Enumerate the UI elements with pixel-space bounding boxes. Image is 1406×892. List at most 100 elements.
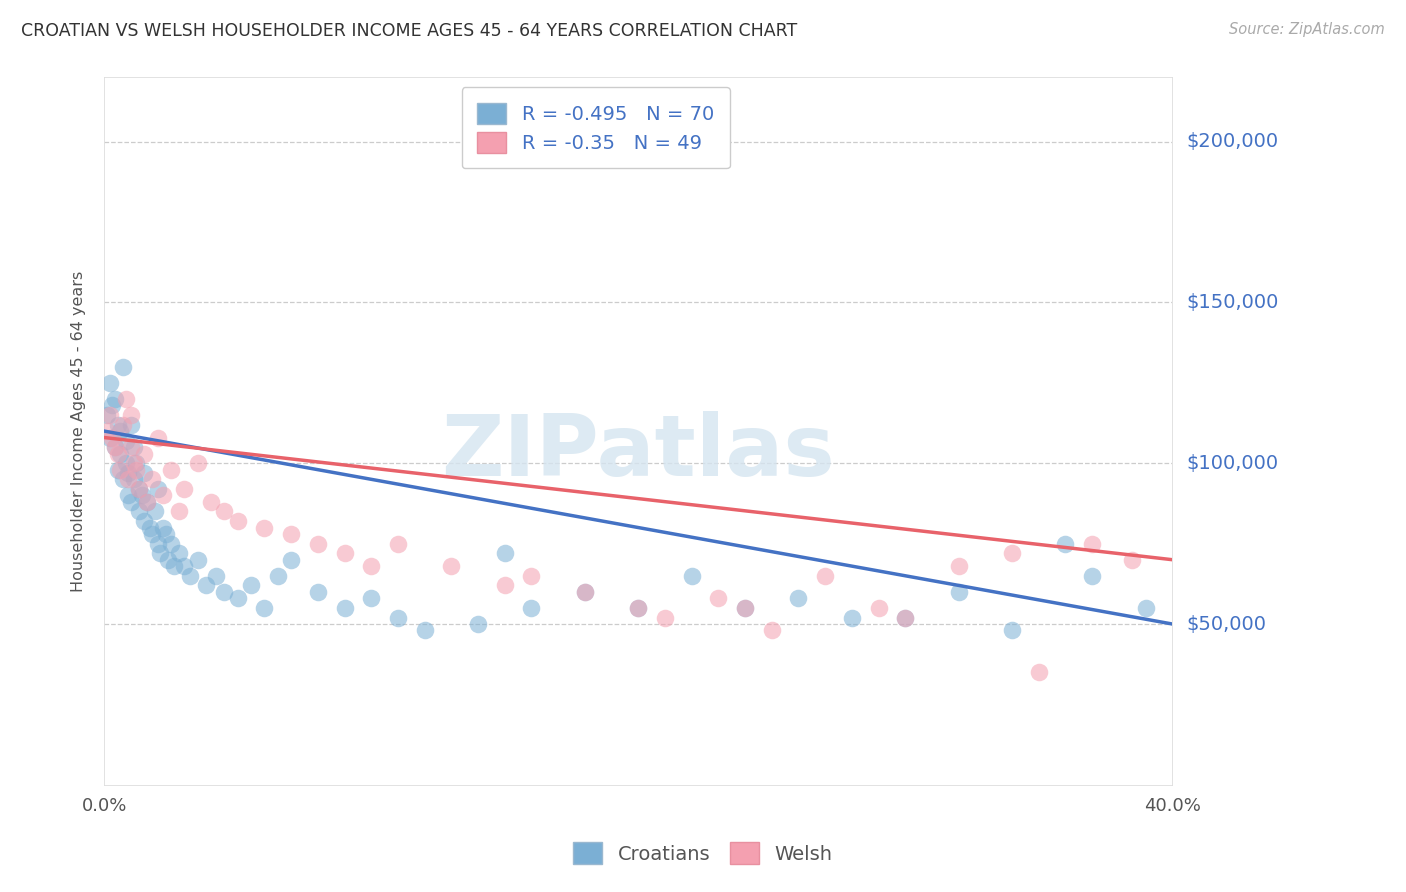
Point: [1001, 546, 1024, 560]
Point: [333, 601, 356, 615]
Point: [131, 488, 153, 502]
Point: [173, 482, 195, 496]
Point: [120, 495, 142, 509]
Point: [187, 456, 209, 470]
Point: [149, 546, 172, 560]
Point: [146, 536, 169, 550]
Point: [627, 601, 650, 615]
Point: [146, 431, 169, 445]
Point: [681, 568, 703, 582]
Point: [240, 578, 263, 592]
Point: [96, 424, 118, 438]
Point: [814, 568, 837, 582]
Point: [101, 398, 124, 412]
Point: [117, 488, 139, 502]
Text: $50,000: $50,000: [1187, 615, 1267, 633]
Point: [152, 520, 174, 534]
Point: [160, 463, 183, 477]
Point: [307, 585, 329, 599]
Point: [360, 591, 382, 606]
Point: [101, 431, 124, 445]
Point: [179, 568, 201, 582]
Point: [104, 440, 127, 454]
Point: [948, 585, 970, 599]
Point: [205, 568, 228, 582]
Point: [200, 495, 222, 509]
Point: [173, 559, 195, 574]
Point: [333, 546, 356, 560]
Point: [122, 440, 145, 454]
Point: [894, 610, 917, 624]
Point: [387, 536, 409, 550]
Point: [1028, 665, 1050, 680]
Text: $100,000: $100,000: [1187, 454, 1278, 473]
Point: [107, 417, 129, 432]
Point: [136, 495, 159, 509]
Text: $150,000: $150,000: [1187, 293, 1278, 312]
Point: [136, 495, 159, 509]
Point: [1081, 536, 1104, 550]
Point: [307, 536, 329, 550]
Point: [761, 624, 783, 638]
Point: [128, 482, 150, 496]
Point: [167, 546, 190, 560]
Point: [155, 527, 177, 541]
Point: [125, 456, 148, 470]
Point: [226, 514, 249, 528]
Point: [111, 472, 134, 486]
Point: [440, 559, 463, 574]
Point: [360, 559, 382, 574]
Point: [104, 440, 127, 454]
Point: [167, 504, 190, 518]
Point: [734, 601, 756, 615]
Point: [574, 585, 596, 599]
Point: [122, 472, 145, 486]
Point: [163, 559, 186, 574]
Point: [134, 447, 156, 461]
Point: [107, 463, 129, 477]
Point: [387, 610, 409, 624]
Point: [494, 578, 516, 592]
Point: [152, 488, 174, 502]
Point: [138, 520, 160, 534]
Point: [122, 456, 145, 470]
Point: [160, 536, 183, 550]
Point: [114, 392, 136, 406]
Point: [520, 568, 543, 582]
Point: [107, 447, 129, 461]
Point: [654, 610, 676, 624]
Point: [894, 610, 917, 624]
Point: [734, 601, 756, 615]
Point: [120, 417, 142, 432]
Point: [194, 578, 217, 592]
Point: [253, 520, 276, 534]
Point: [98, 408, 121, 422]
Point: [253, 601, 276, 615]
Point: [280, 552, 302, 566]
Text: Source: ZipAtlas.com: Source: ZipAtlas.com: [1229, 22, 1385, 37]
Point: [114, 456, 136, 470]
Point: [1001, 624, 1024, 638]
Point: [214, 504, 236, 518]
Point: [120, 408, 142, 422]
Point: [128, 504, 150, 518]
Y-axis label: Householder Income Ages 45 - 64 years: Householder Income Ages 45 - 64 years: [72, 270, 86, 591]
Point: [868, 601, 890, 615]
Point: [128, 482, 150, 496]
Point: [110, 447, 132, 461]
Point: [110, 424, 132, 438]
Point: [111, 359, 134, 374]
Point: [707, 591, 730, 606]
Point: [141, 527, 163, 541]
Text: CROATIAN VS WELSH HOUSEHOLDER INCOME AGES 45 - 64 YEARS CORRELATION CHART: CROATIAN VS WELSH HOUSEHOLDER INCOME AGE…: [21, 22, 797, 40]
Point: [125, 463, 148, 477]
Point: [1135, 601, 1157, 615]
Point: [98, 376, 121, 390]
Point: [1121, 552, 1143, 566]
Point: [110, 463, 132, 477]
Point: [98, 431, 121, 445]
Point: [114, 434, 136, 448]
Point: [1081, 568, 1104, 582]
Point: [117, 466, 139, 480]
Text: $200,000: $200,000: [1187, 132, 1278, 152]
